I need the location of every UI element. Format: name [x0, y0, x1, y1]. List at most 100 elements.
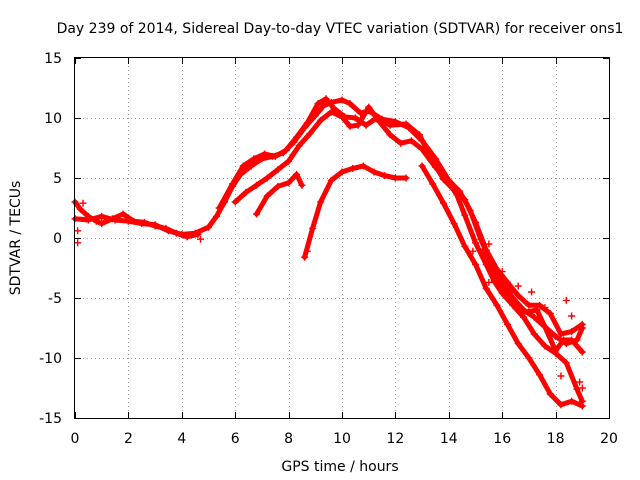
- data-point: [568, 328, 576, 336]
- data-point: [196, 235, 204, 243]
- data-point: [480, 246, 488, 254]
- data-point: [386, 121, 394, 129]
- data-point: [439, 199, 447, 207]
- data-point: [351, 114, 359, 122]
- data-point: [498, 282, 506, 290]
- data-point: [274, 182, 282, 190]
- series-arc-short: [253, 170, 306, 218]
- data-point: [317, 198, 325, 206]
- data-point: [415, 131, 423, 139]
- data-point: [485, 240, 493, 248]
- data-point: [568, 336, 576, 344]
- data-point: [293, 170, 301, 178]
- series-scatter-pts: [74, 199, 586, 392]
- data-point: [205, 223, 212, 231]
- series-arc-mid: [231, 103, 586, 405]
- x-tick-label: 14: [440, 431, 458, 447]
- series-line: [302, 163, 409, 260]
- y-tick-label: 0: [53, 231, 62, 247]
- data-point: [469, 247, 477, 255]
- data-point: [365, 103, 373, 111]
- x-tick-label: 8: [284, 431, 293, 447]
- data-point: [285, 157, 293, 165]
- data-point: [402, 120, 410, 128]
- series-line: [419, 163, 585, 409]
- x-tick-label: 20: [600, 431, 618, 447]
- data-point: [327, 108, 335, 116]
- data-point: [247, 162, 255, 170]
- data-point: [162, 224, 170, 232]
- data-point: [568, 312, 576, 320]
- plot-frame: [74, 57, 610, 419]
- data-point: [391, 174, 399, 182]
- data-point: [461, 196, 469, 204]
- data-point: [541, 304, 549, 312]
- data-point: [397, 139, 405, 147]
- data-point: [84, 212, 92, 220]
- y-tick-label: 15: [44, 51, 62, 67]
- data-point: [485, 278, 493, 286]
- data-point: [354, 121, 362, 129]
- data-point: [346, 100, 354, 108]
- data-point: [533, 306, 541, 314]
- data-point: [362, 121, 370, 129]
- data-point: [568, 397, 576, 405]
- data-point: [530, 313, 538, 321]
- y-tick-label: -5: [48, 291, 62, 307]
- data-point: [76, 205, 84, 213]
- data-point: [285, 179, 293, 187]
- data-point: [282, 146, 290, 154]
- data-point: [303, 119, 311, 127]
- data-point: [108, 215, 116, 223]
- data-point: [250, 155, 258, 163]
- data-point: [215, 204, 223, 212]
- data-point: [253, 181, 261, 189]
- y-axis-label: SDTVAR / TECUs: [8, 181, 24, 296]
- data-point: [509, 299, 517, 307]
- series-left-cluster: [71, 198, 202, 241]
- data-point: [301, 253, 309, 261]
- data-point: [552, 332, 560, 340]
- data-point: [472, 239, 479, 247]
- data-point: [298, 181, 306, 189]
- series-line: [72, 199, 201, 240]
- data-point: [552, 347, 560, 355]
- data-point: [263, 192, 271, 200]
- data-point: [314, 100, 322, 108]
- series-line: [216, 96, 585, 337]
- data-point: [562, 296, 570, 304]
- data-point: [194, 230, 202, 238]
- data-point: [418, 162, 426, 170]
- data-point: [514, 340, 522, 348]
- data-point: [293, 133, 301, 141]
- series-layer: [71, 95, 586, 410]
- data-point: [541, 323, 549, 331]
- data-point: [74, 239, 82, 247]
- x-tick-label: 18: [547, 431, 565, 447]
- data-point: [576, 378, 584, 386]
- data-point: [338, 96, 346, 104]
- x-tick-label: 0: [71, 431, 80, 447]
- data-point: [242, 188, 250, 196]
- data-point: [338, 168, 346, 176]
- tick-labels: 0 2 4 6 8 10 12 14 16 18 20 -15 -10 -5 0 5 10 15: [39, 51, 618, 447]
- data-point: [453, 191, 461, 199]
- series-arc-upper: [215, 95, 586, 338]
- data-point: [317, 116, 325, 124]
- data-point: [490, 268, 498, 276]
- data-point: [119, 210, 127, 218]
- data-point: [557, 330, 565, 338]
- series-arc-lower: [301, 162, 410, 261]
- data-point: [528, 288, 536, 296]
- data-point: [482, 284, 490, 292]
- data-point: [402, 174, 410, 182]
- data-point: [263, 174, 271, 182]
- data-point: [506, 288, 514, 296]
- data-point: [525, 301, 533, 309]
- data-point: [429, 180, 437, 188]
- data-point: [319, 102, 327, 110]
- data-point: [472, 260, 479, 268]
- data-point: [261, 150, 269, 158]
- data-point: [349, 164, 357, 172]
